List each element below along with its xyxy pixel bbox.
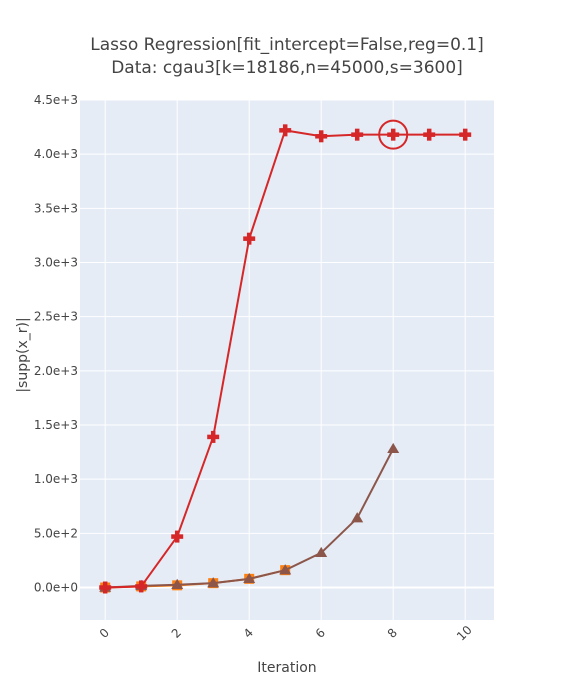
x-tick-label: 10 bbox=[454, 623, 475, 644]
y-tick-label: 4.5e+3 bbox=[34, 93, 78, 107]
y-tick-label: 1.0e+3 bbox=[34, 472, 78, 486]
x-tick-label: 6 bbox=[313, 626, 328, 641]
data-point bbox=[319, 130, 324, 142]
chart-title-line2: Data: cgau3[k=18186,n=45000,s=3600] bbox=[111, 58, 463, 78]
y-tick-label: 5.0e+2 bbox=[34, 526, 78, 540]
y-tick-label: 1.5e+3 bbox=[34, 418, 78, 432]
data-point bbox=[463, 129, 468, 141]
data-point bbox=[355, 129, 360, 141]
data-point bbox=[427, 129, 432, 141]
data-point bbox=[103, 582, 108, 594]
x-tick-label: 0 bbox=[97, 626, 112, 641]
data-point bbox=[139, 580, 144, 592]
x-axis-title: Iteration bbox=[257, 660, 316, 676]
y-tick-label: 2.0e+3 bbox=[34, 364, 78, 378]
x-tick-label: 8 bbox=[385, 626, 400, 641]
y-tick-labels: 0.0e+0 5.0e+2 1.0e+3 1.5e+3 2.0e+3 2.5e+3 3.0e… bbox=[34, 93, 78, 595]
data-point bbox=[283, 124, 288, 136]
data-point bbox=[247, 233, 252, 245]
y-tick-label: 0.0e+0 bbox=[34, 581, 78, 595]
y-tick-label: 3.0e+3 bbox=[34, 256, 78, 270]
data-point bbox=[175, 531, 180, 543]
y-tick-label: 3.5e+3 bbox=[34, 201, 78, 215]
x-tick-labels: 0 2 4 6 8 10 bbox=[97, 623, 475, 644]
y-axis-title: |supp(x_r)| bbox=[15, 317, 31, 392]
plot-background bbox=[80, 100, 494, 620]
chart-title-line1: Lasso Regression[fit_intercept=False,reg… bbox=[90, 35, 484, 55]
y-tick-label: 2.5e+3 bbox=[34, 310, 78, 324]
x-tick-label: 2 bbox=[169, 626, 184, 641]
data-point bbox=[391, 129, 396, 141]
x-tick-label: 4 bbox=[241, 626, 256, 641]
y-tick-label: 4.0e+3 bbox=[34, 147, 78, 161]
data-point bbox=[211, 431, 216, 443]
